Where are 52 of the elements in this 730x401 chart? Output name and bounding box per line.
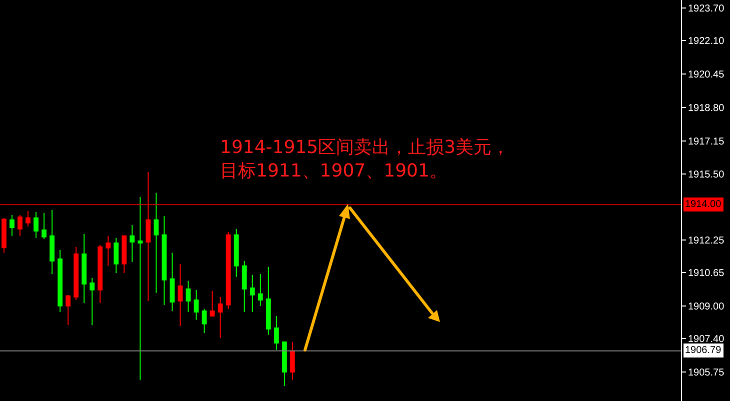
candlestick [98, 244, 103, 304]
candlestick [74, 246, 79, 300]
candlestick [10, 214, 14, 236]
candlestick [2, 217, 6, 254]
y-tick-label: 1923.70 [688, 3, 725, 14]
annotation: 目标1911、1907、1901。 [220, 160, 448, 182]
candlestick [138, 196, 143, 380]
candlestick [130, 224, 135, 262]
candlestick [282, 341, 287, 386]
candlestick [66, 294, 71, 326]
candlestick [50, 209, 55, 275]
candlestick [122, 235, 127, 274]
y-tick-label: 1918.80 [688, 102, 725, 114]
candlestick [186, 280, 191, 312]
candlestick [146, 172, 151, 302]
candlestick [202, 308, 207, 334]
candlestick [266, 266, 271, 336]
candlestick [290, 341, 295, 380]
y-tick-label: 1912.25 [688, 236, 725, 247]
y-tick-label: 1907.40 [688, 334, 725, 346]
candlestick [218, 296, 223, 338]
candlestick [234, 228, 239, 278]
y-tick-label: 1917.15 [688, 136, 725, 148]
candlestick [194, 289, 199, 320]
candlestick [178, 263, 183, 326]
y-tick-label: 1909.00 [688, 302, 725, 313]
annotation: 1914-1915区间卖出，止损3美元， [220, 137, 510, 158]
ref-line-label: 1906.79 [685, 345, 722, 356]
candlestick [258, 274, 263, 306]
candlestick [170, 252, 175, 312]
candlestick [242, 260, 247, 312]
y-tick-label: 1905.75 [688, 367, 725, 378]
candlestick [114, 237, 119, 274]
y-tick-label: 1922.10 [688, 36, 725, 47]
candlestick [274, 316, 279, 350]
y-tick-label: 1915.50 [688, 170, 725, 181]
candlestick [162, 216, 167, 306]
y-tick-label: 1920.45 [688, 69, 725, 80]
candlestick [210, 290, 215, 317]
candlestick [250, 274, 255, 312]
candlestick [90, 277, 95, 326]
ref-line-label: 1914.00 [685, 199, 722, 210]
candlestick [26, 210, 30, 228]
candlestick [82, 233, 87, 304]
candlestick [154, 192, 159, 294]
candlestick [226, 232, 231, 310]
candlestick [42, 212, 47, 240]
y-tick-label: 1910.65 [688, 268, 725, 280]
candlestick [106, 235, 111, 266]
candlestick [18, 214, 22, 236]
candlestick [58, 249, 63, 312]
candlestick [34, 211, 39, 238]
